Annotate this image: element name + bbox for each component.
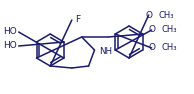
Text: O: O <box>145 11 152 19</box>
Text: HO: HO <box>3 41 17 50</box>
Text: CH₃: CH₃ <box>161 25 177 34</box>
Text: NH: NH <box>100 47 113 55</box>
Text: CH₃: CH₃ <box>158 11 174 19</box>
Text: HO: HO <box>3 28 17 36</box>
Text: O: O <box>148 44 155 53</box>
Text: F: F <box>75 14 80 24</box>
Text: O: O <box>148 25 155 34</box>
Text: CH₃: CH₃ <box>161 44 177 53</box>
